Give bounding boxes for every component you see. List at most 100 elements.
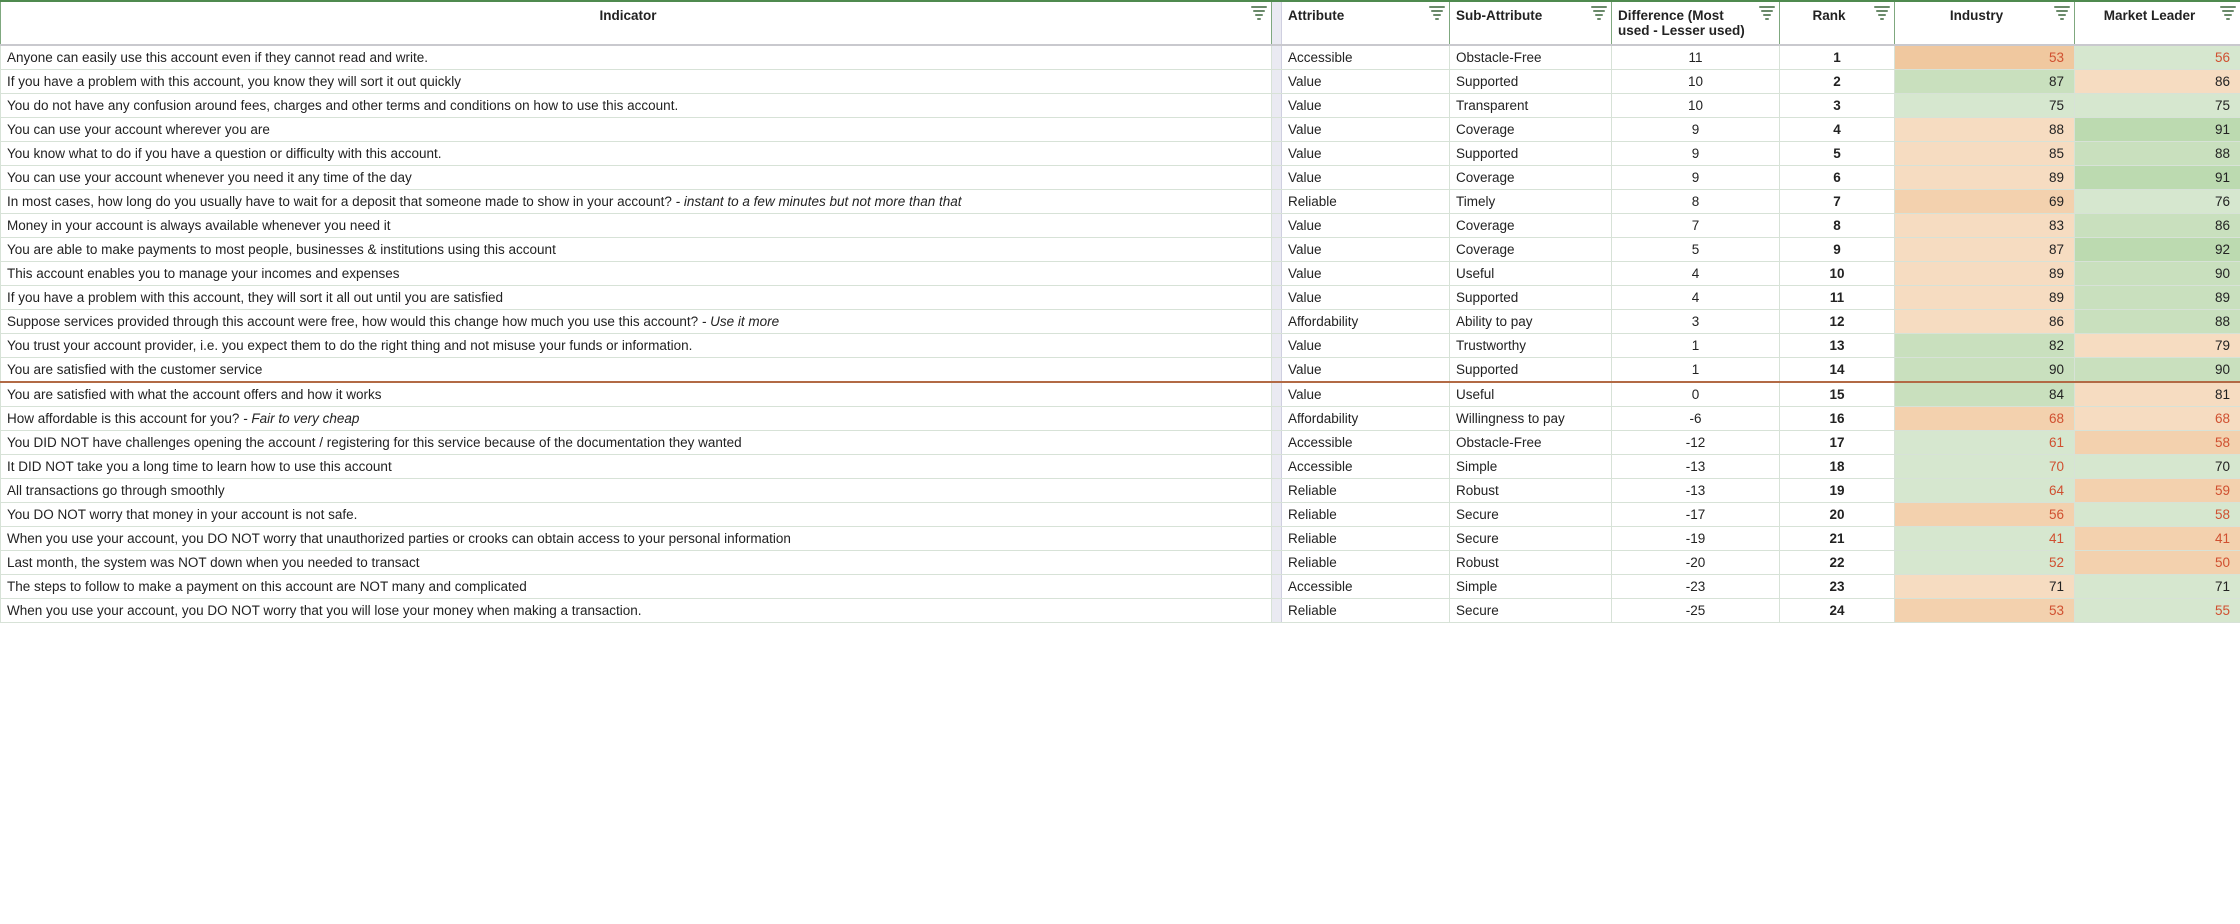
cell-difference: 9: [1612, 166, 1780, 190]
cell-market-leader: 89: [2075, 286, 2240, 310]
cell-rank: 1: [1780, 45, 1895, 70]
cell-market-leader: 70: [2075, 455, 2240, 479]
cell-indicator: If you have a problem with this account,…: [1, 286, 1272, 310]
cell-attribute: Value: [1282, 166, 1450, 190]
col-header-sub-attribute[interactable]: Sub-Attribute: [1450, 1, 1612, 45]
cell-industry: 87: [1895, 238, 2075, 262]
filter-icon[interactable]: [2054, 6, 2070, 20]
cell-industry: 53: [1895, 45, 2075, 70]
table-row: All transactions go through smoothlyReli…: [1, 479, 2240, 503]
column-gap: [1272, 166, 1282, 190]
cell-rank: 23: [1780, 575, 1895, 599]
cell-attribute: Reliable: [1282, 527, 1450, 551]
cell-rank: 10: [1780, 262, 1895, 286]
table-row: This account enables you to manage your …: [1, 262, 2240, 286]
cell-indicator: You do not have any confusion around fee…: [1, 94, 1272, 118]
cell-attribute: Value: [1282, 286, 1450, 310]
cell-market-leader: 91: [2075, 118, 2240, 142]
cell-indicator: When you use your account, you DO NOT wo…: [1, 527, 1272, 551]
cell-market-leader: 86: [2075, 214, 2240, 238]
table-row: You are satisfied with the customer serv…: [1, 358, 2240, 383]
col-header-market-leader[interactable]: Market Leader: [2075, 1, 2240, 45]
cell-indicator: You are able to make payments to most pe…: [1, 238, 1272, 262]
cell-difference: 3: [1612, 310, 1780, 334]
cell-market-leader: 41: [2075, 527, 2240, 551]
filter-icon[interactable]: [2220, 6, 2236, 20]
cell-industry: 89: [1895, 166, 2075, 190]
cell-market-leader: 75: [2075, 94, 2240, 118]
col-header-industry[interactable]: Industry: [1895, 1, 2075, 45]
cell-industry: 69: [1895, 190, 2075, 214]
col-header-difference[interactable]: Difference (Most used - Lesser used): [1612, 1, 1780, 45]
cell-sub-attribute: Obstacle-Free: [1450, 45, 1612, 70]
cell-indicator: You are satisfied with what the account …: [1, 382, 1272, 407]
cell-attribute: Value: [1282, 118, 1450, 142]
cell-industry: 70: [1895, 455, 2075, 479]
column-gap: [1272, 310, 1282, 334]
cell-sub-attribute: Coverage: [1450, 118, 1612, 142]
filter-icon[interactable]: [1874, 6, 1890, 20]
cell-industry: 52: [1895, 551, 2075, 575]
col-header-attribute[interactable]: Attribute: [1282, 1, 1450, 45]
table-row: It DID NOT take you a long time to learn…: [1, 455, 2240, 479]
column-gap: [1272, 407, 1282, 431]
column-gap: [1272, 358, 1282, 383]
cell-rank: 12: [1780, 310, 1895, 334]
cell-attribute: Accessible: [1282, 45, 1450, 70]
cell-market-leader: 58: [2075, 503, 2240, 527]
cell-market-leader: 88: [2075, 310, 2240, 334]
cell-sub-attribute: Ability to pay: [1450, 310, 1612, 334]
cell-attribute: Value: [1282, 262, 1450, 286]
cell-sub-attribute: Supported: [1450, 70, 1612, 94]
table-row: You are satisfied with what the account …: [1, 382, 2240, 407]
col-header-indicator[interactable]: Indicator: [1, 1, 1272, 45]
cell-sub-attribute: Supported: [1450, 286, 1612, 310]
cell-difference: 9: [1612, 118, 1780, 142]
cell-industry: 89: [1895, 286, 2075, 310]
cell-market-leader: 86: [2075, 70, 2240, 94]
cell-attribute: Accessible: [1282, 455, 1450, 479]
cell-rank: 4: [1780, 118, 1895, 142]
cell-rank: 6: [1780, 166, 1895, 190]
cell-attribute: Value: [1282, 382, 1450, 407]
table-row: In most cases, how long do you usually h…: [1, 190, 2240, 214]
table-row: If you have a problem with this account,…: [1, 286, 2240, 310]
filter-icon[interactable]: [1251, 6, 1267, 20]
column-gap: [1272, 142, 1282, 166]
cell-difference: -6: [1612, 407, 1780, 431]
cell-difference: 7: [1612, 214, 1780, 238]
column-gap: [1272, 503, 1282, 527]
column-gap: [1272, 238, 1282, 262]
cell-rank: 2: [1780, 70, 1895, 94]
table-row: You know what to do if you have a questi…: [1, 142, 2240, 166]
cell-rank: 5: [1780, 142, 1895, 166]
col-header-label: Attribute: [1288, 8, 1344, 23]
cell-attribute: Value: [1282, 214, 1450, 238]
cell-market-leader: 79: [2075, 334, 2240, 358]
cell-attribute: Value: [1282, 142, 1450, 166]
col-header-rank[interactable]: Rank: [1780, 1, 1895, 45]
cell-indicator: This account enables you to manage your …: [1, 262, 1272, 286]
cell-industry: 64: [1895, 479, 2075, 503]
cell-sub-attribute: Trustworthy: [1450, 334, 1612, 358]
cell-difference: -20: [1612, 551, 1780, 575]
cell-sub-attribute: Secure: [1450, 599, 1612, 623]
filter-icon[interactable]: [1759, 6, 1775, 20]
filter-icon[interactable]: [1591, 6, 1607, 20]
cell-difference: 9: [1612, 142, 1780, 166]
cell-rank: 24: [1780, 599, 1895, 623]
cell-difference: 5: [1612, 238, 1780, 262]
cell-difference: 10: [1612, 94, 1780, 118]
cell-industry: 75: [1895, 94, 2075, 118]
cell-industry: 84: [1895, 382, 2075, 407]
filter-icon[interactable]: [1429, 6, 1445, 20]
cell-sub-attribute: Coverage: [1450, 238, 1612, 262]
cell-difference: 1: [1612, 358, 1780, 383]
cell-rank: 9: [1780, 238, 1895, 262]
cell-rank: 21: [1780, 527, 1895, 551]
cell-rank: 20: [1780, 503, 1895, 527]
cell-market-leader: 88: [2075, 142, 2240, 166]
column-gap: [1272, 382, 1282, 407]
cell-indicator: The steps to follow to make a payment on…: [1, 575, 1272, 599]
cell-sub-attribute: Useful: [1450, 382, 1612, 407]
